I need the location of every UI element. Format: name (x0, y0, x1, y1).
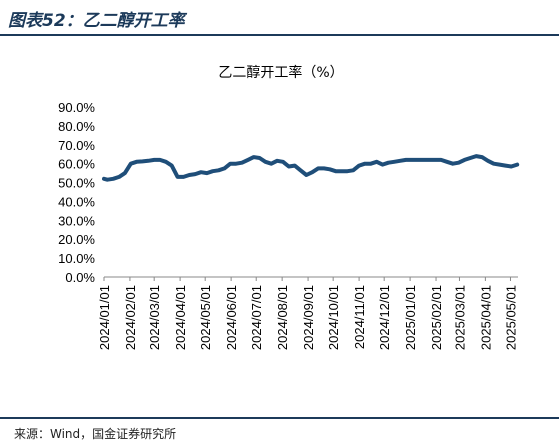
figure-title: 图表52：乙二醇开工率 (8, 11, 185, 31)
series-line (102, 154, 520, 182)
x-tick-label: 2024/03/01 (147, 285, 162, 350)
x-tick-label: 2024/04/01 (173, 285, 188, 350)
y-tick-label: 70.0% (58, 138, 95, 153)
top-rule (0, 34, 559, 36)
y-tick-label: 80.0% (58, 119, 95, 134)
x-tick-label: 2025/02/01 (429, 285, 444, 350)
x-tick-label: 2024/09/01 (301, 285, 316, 350)
x-tick-label: 2024/12/01 (377, 285, 392, 350)
x-tick-label: 2025/04/01 (478, 285, 493, 350)
y-tick-label: 20.0% (58, 232, 95, 247)
x-tick-label: 2024/02/01 (123, 285, 138, 350)
bottom-rule (0, 417, 559, 419)
y-tick-label: 10.0% (58, 251, 95, 266)
x-tick-label: 2024/06/01 (224, 285, 239, 350)
x-tick-label: 2024/05/01 (198, 285, 213, 350)
x-tick-label: 2024/07/01 (249, 285, 264, 350)
y-tick-label: 60.0% (58, 157, 95, 172)
line-chart: 乙二醇开工率（%） 0.0% 10.0% 20.0% 30.0% 40.0% 50.0% 60… (58, 64, 520, 350)
x-tick-label: 2025/03/01 (452, 285, 467, 350)
source-note: 来源：Wind，国金证券研究所 (14, 427, 177, 441)
y-tick-label: 30.0% (58, 213, 95, 228)
chart-title: 乙二醇开工率（%） (218, 64, 343, 81)
y-tick-label: 0.0% (65, 270, 95, 285)
y-tick-label: 90.0% (58, 100, 95, 115)
y-tick-label: 40.0% (58, 194, 95, 209)
x-tick-label: 2025/05/01 (503, 285, 518, 350)
x-tick-label: 2024/11/01 (352, 285, 367, 349)
y-tick-label: 50.0% (58, 176, 95, 191)
x-tick-label: 2024/01/01 (97, 285, 112, 350)
x-tick-label: 2024/10/01 (326, 285, 341, 350)
x-tick-label: 2024/08/01 (275, 285, 290, 350)
x-tick-label: 2025/01/01 (403, 285, 418, 350)
